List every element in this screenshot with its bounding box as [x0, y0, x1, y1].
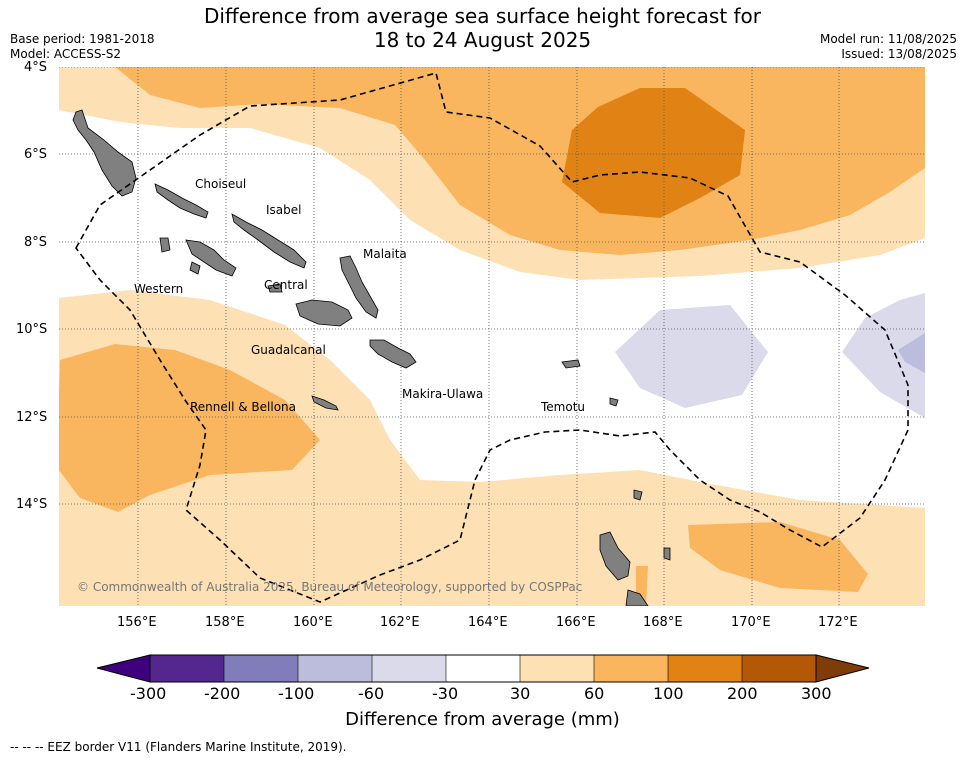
colorbar-segment — [520, 655, 594, 682]
page-title: Difference from average sea surface heig… — [0, 4, 965, 52]
lon-tick: 162°E — [380, 615, 420, 630]
island-vanuatu-north-1 — [633, 489, 643, 501]
eez-legend-note: -- -- -- EEZ border V11 (Flanders Marine… — [10, 740, 347, 754]
island-malakula — [625, 589, 649, 606]
island-new-georgia — [185, 239, 237, 277]
colorbar-segment — [298, 655, 372, 682]
base-period: Base period: 1981-2018 — [10, 32, 155, 46]
anomaly-zone-neg-far-east — [842, 293, 925, 418]
island-isabel — [231, 213, 307, 269]
island-makira — [369, 339, 417, 369]
province-label: Makira-Ulawa — [402, 387, 484, 401]
lon-tick: 158°E — [205, 615, 245, 630]
lon-tick: 164°E — [468, 615, 508, 630]
copyright-notice: © Commonwealth of Australia 2025, Bureau… — [77, 580, 583, 594]
island-vanuatu-north-2 — [663, 547, 671, 561]
anomaly-zone-neg-east — [615, 305, 768, 408]
lon-tick: 168°E — [643, 615, 683, 630]
lat-tick: 14°S — [16, 497, 48, 512]
colorbar-label: 100 — [653, 684, 684, 703]
lat-tick: 6°S — [24, 147, 48, 162]
eez-border — [75, 72, 909, 603]
lat-tick: 12°S — [16, 410, 48, 425]
colorbar-title: Difference from average (mm) — [345, 709, 620, 730]
colorbar-label: 200 — [727, 684, 758, 703]
colorbar-label: 300 — [801, 684, 832, 703]
colorbar-segment — [668, 655, 742, 682]
colorbar-label: 60 — [584, 684, 605, 703]
colorbar-label: 30 — [510, 684, 531, 703]
island-espiritu-santo — [599, 531, 631, 581]
colorbar-label: -30 — [432, 684, 459, 703]
colorbar-extend-low — [96, 654, 151, 683]
anomaly-zone-60-100-southeast — [688, 522, 868, 592]
island-malaita — [339, 255, 379, 319]
island-choiseul — [154, 183, 209, 219]
island-florida — [267, 283, 283, 293]
anomaly-zone-neg-far-east-strong — [898, 333, 925, 373]
island-utupua — [609, 397, 619, 407]
graticule — [59, 67, 925, 606]
meta-right: Model run: 11/08/2025 Issued: 13/08/2025 — [820, 32, 957, 62]
colorbar-segment — [224, 655, 298, 682]
issued-date: Issued: 13/08/2025 — [841, 47, 957, 61]
island-bougainville — [72, 109, 137, 197]
map-area — [59, 67, 925, 606]
lat-tick: 4°S — [24, 60, 48, 75]
colorbar-extend-high — [815, 654, 870, 683]
province-label: Isabel — [266, 203, 302, 217]
colorbar-segment — [446, 655, 520, 682]
colorbar-label: -60 — [358, 684, 385, 703]
lon-tick: 160°E — [293, 615, 333, 630]
province-label: Choiseul — [195, 177, 247, 191]
lon-tick: 172°E — [818, 615, 858, 630]
island-rendova — [189, 261, 201, 275]
meta-left: Base period: 1981-2018 Model: ACCESS-S2 — [10, 32, 155, 62]
anomaly-zone-100-200-north — [562, 88, 745, 218]
anomaly-zone-60-100-west — [59, 344, 320, 512]
title-line-2: 18 to 24 August 2025 — [373, 28, 592, 52]
province-label: Malaita — [363, 247, 407, 261]
lon-tick: 156°E — [117, 615, 157, 630]
lon-tick: 170°E — [731, 615, 771, 630]
province-label: Central — [264, 278, 308, 292]
colorbar-label: -200 — [204, 684, 241, 703]
colorbar-label: -100 — [278, 684, 315, 703]
colorbar-segment — [150, 655, 224, 682]
lat-tick: 10°S — [16, 322, 48, 337]
lat-tick: 8°S — [24, 235, 48, 250]
anomaly-zone-60-100-north — [115, 67, 925, 255]
colorbar — [96, 654, 870, 683]
island-rennell — [311, 395, 339, 411]
colorbar-segment — [594, 655, 668, 682]
province-label: Temotu — [541, 400, 586, 414]
solomon-islands-land — [72, 109, 671, 606]
province-label: Rennell & Bellona — [190, 400, 297, 414]
colorbar-segment — [372, 655, 446, 682]
island-vella-lavella — [159, 237, 171, 253]
title-line-1: Difference from average sea surface heig… — [203, 4, 762, 28]
province-label: Western — [134, 282, 184, 296]
lon-tick: 166°E — [556, 615, 596, 630]
island-guadalcanal — [295, 299, 353, 327]
colorbar-segment — [742, 655, 816, 682]
province-label: Guadalcanal — [251, 343, 326, 357]
colorbar-label: -300 — [130, 684, 167, 703]
model-name: Model: ACCESS-S2 — [10, 47, 122, 61]
island-santa-cruz — [561, 359, 581, 369]
model-run: Model run: 11/08/2025 — [819, 32, 957, 46]
